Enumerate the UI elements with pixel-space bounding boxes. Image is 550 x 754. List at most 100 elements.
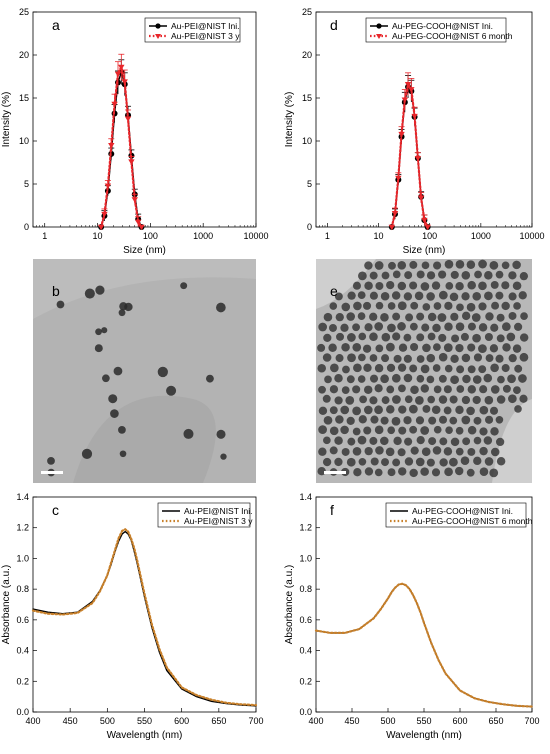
nanoparticle <box>409 260 418 269</box>
nanoparticle <box>404 271 413 280</box>
nanoparticle <box>345 395 355 405</box>
nanoparticle <box>444 467 453 477</box>
series-line <box>390 81 429 229</box>
nanoparticle <box>472 375 482 384</box>
nanoparticle <box>397 281 407 291</box>
nanoparticle <box>496 313 505 322</box>
nanoparticle <box>519 394 528 403</box>
nanoparticle <box>495 416 504 424</box>
nanoparticle <box>374 405 383 415</box>
nanoparticle <box>381 354 390 363</box>
nanoparticle <box>455 466 464 476</box>
nanoparticle <box>490 447 500 457</box>
nanoparticle <box>508 292 517 301</box>
nanoparticle <box>495 270 504 279</box>
data-point <box>138 224 145 231</box>
nanoparticle <box>451 334 460 343</box>
nanoparticle <box>490 427 499 436</box>
nanoparticle <box>216 302 226 313</box>
nanoparticle <box>398 467 407 476</box>
nanoparticle <box>353 363 362 373</box>
x-tick-label: 650 <box>211 716 226 726</box>
nanoparticle <box>363 363 372 372</box>
x-tick-label: 650 <box>488 716 503 726</box>
nanoparticle <box>467 280 476 290</box>
data-point <box>395 175 402 182</box>
nanoparticle <box>420 384 429 393</box>
nanoparticle <box>370 415 379 424</box>
nanoparticle <box>388 261 396 270</box>
y-tick-label: 25 <box>302 7 312 17</box>
nanoparticle <box>334 396 343 405</box>
nanoparticle <box>166 385 177 396</box>
nanoparticle <box>352 323 360 332</box>
nanoparticle <box>393 436 402 446</box>
nanoparticle <box>501 301 510 311</box>
nanoparticle <box>346 457 356 467</box>
x-tick-label: 1000 <box>471 231 491 241</box>
nanoparticle <box>108 394 118 404</box>
nanoparticle <box>438 352 448 362</box>
nanoparticle <box>484 332 493 342</box>
x-tick-label: 700 <box>524 716 539 726</box>
nanoparticle <box>433 302 442 310</box>
nanoparticle <box>335 354 344 363</box>
data-point <box>124 116 132 122</box>
nanoparticle <box>392 458 401 467</box>
nanoparticle <box>392 270 401 279</box>
y-tick-label: 5 <box>307 179 312 189</box>
nanoparticle <box>385 342 395 352</box>
nanoparticle <box>346 375 355 384</box>
x-tick-label: 400 <box>308 716 323 726</box>
nanoparticle <box>364 261 373 270</box>
data-point <box>417 195 425 201</box>
nanoparticle <box>56 300 65 309</box>
nanoparticle <box>374 425 384 435</box>
nanoparticle <box>485 354 494 362</box>
y-tick-label: 5 <box>24 179 29 189</box>
nanoparticle <box>507 374 516 384</box>
nanoparticle <box>364 446 373 456</box>
nanoparticle <box>363 385 373 395</box>
legend-box <box>144 17 241 43</box>
y-tick-label: 10 <box>302 136 312 146</box>
nanoparticle <box>422 404 431 413</box>
nanoparticle <box>467 425 477 435</box>
nanoparticle <box>318 425 327 434</box>
legend-label: Au-PEG-COOH@NIST Ini. <box>412 506 513 516</box>
nanoparticle <box>508 394 517 404</box>
y-tick-label: 15 <box>19 93 29 103</box>
nanoparticle <box>334 436 343 445</box>
nanoparticle <box>374 384 383 393</box>
nanoparticle <box>489 406 499 415</box>
nanoparticle <box>328 343 337 352</box>
nanoparticle <box>502 343 511 352</box>
y-tick-label: 10 <box>19 136 29 146</box>
nanoparticle <box>323 333 332 343</box>
y-tick-label: 1.0 <box>16 553 29 563</box>
nanoparticle <box>444 301 453 311</box>
nanoparticle <box>329 426 339 436</box>
nanoparticle <box>431 405 441 415</box>
nanoparticle <box>431 281 441 290</box>
nanoparticle <box>433 385 442 394</box>
x-tick-label: 600 <box>452 716 467 726</box>
nanoparticle <box>455 260 465 269</box>
nanoparticle <box>449 292 459 302</box>
nanoparticle <box>323 436 331 445</box>
nanoparticle <box>416 333 425 342</box>
nanoparticle <box>478 259 487 269</box>
nanoparticle <box>387 426 396 435</box>
series-initial <box>32 530 257 707</box>
nanoparticle <box>381 271 390 280</box>
x-tick-label: 10000 <box>243 231 268 241</box>
nanoparticle <box>444 259 454 269</box>
nanoparticle <box>392 332 401 341</box>
nanoparticle <box>318 385 326 394</box>
micrograph-b: b <box>33 259 256 483</box>
y-tick-label: 0.6 <box>16 615 29 625</box>
plot-frame <box>315 11 533 228</box>
y-axis-label: Absorbance (a.u.) <box>1 565 12 645</box>
nanoparticle <box>514 364 523 373</box>
nanoparticle <box>397 363 407 372</box>
